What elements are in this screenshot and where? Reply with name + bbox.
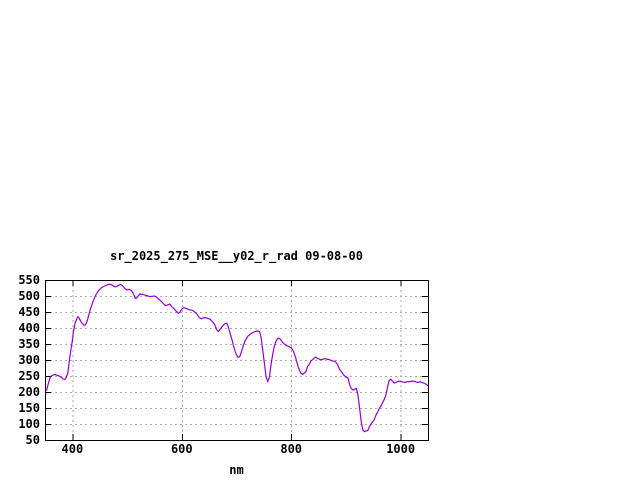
plot-border [45, 280, 429, 441]
x-tick-label: 1000 [386, 442, 416, 456]
y-tick-label: 500 [18, 289, 40, 303]
y-tick-label: 550 [18, 273, 40, 287]
x-tick-label: 600 [170, 442, 193, 456]
y-tick-label: 50 [25, 433, 40, 447]
y-tick-label: 400 [18, 321, 40, 335]
chart-title: sr_2025_275_MSE__y02_r_rad 09-08-00 [110, 249, 363, 263]
y-tick-label: 250 [18, 369, 40, 383]
y-tick-label: 350 [18, 337, 40, 351]
y-tick-label: 300 [18, 353, 40, 367]
x-axis-label: nm [229, 463, 244, 477]
y-tick-label: 450 [18, 305, 40, 319]
x-tick-label: 400 [61, 442, 84, 456]
data-line [44, 283, 429, 433]
x-tick-label: 800 [280, 442, 303, 456]
y-tick-label: 200 [18, 385, 40, 399]
y-tick-label: 100 [18, 417, 40, 431]
y-tick-label: 150 [18, 401, 40, 415]
